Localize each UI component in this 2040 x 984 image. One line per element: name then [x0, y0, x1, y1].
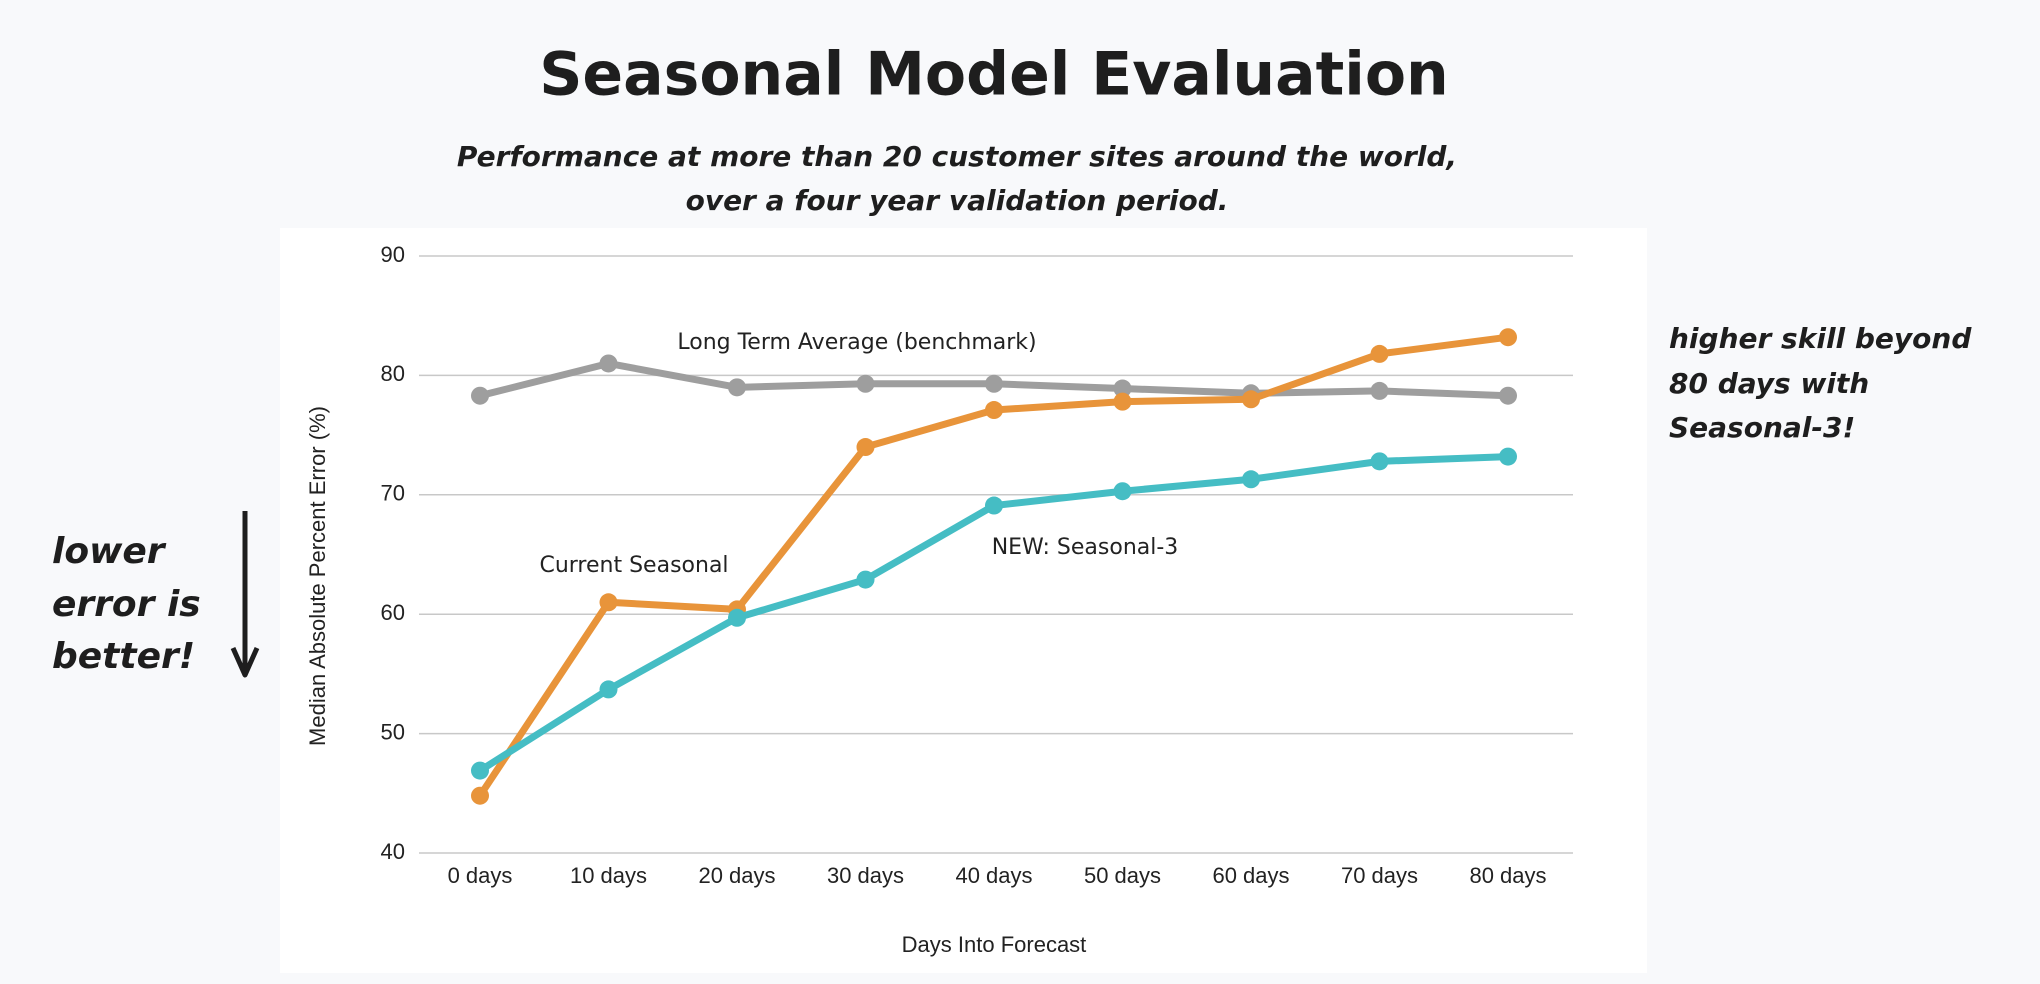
annotation: Seasonal-3!: [1669, 411, 1855, 444]
data-point: [1370, 452, 1389, 471]
y-tick-label: 80: [381, 361, 405, 386]
data-point: [599, 354, 618, 373]
x-tick-label: 80 days: [1469, 863, 1546, 888]
chart-title: Seasonal Model Evaluation: [539, 40, 1449, 110]
data-point: [1242, 470, 1260, 489]
data-point: [1370, 381, 1389, 400]
annotation: error is: [52, 584, 201, 625]
data-point: [1370, 344, 1389, 363]
x-tick-label: 20 days: [698, 863, 775, 888]
data-point: [1113, 392, 1132, 411]
y-tick-label: 70: [381, 481, 405, 506]
data-point: [471, 786, 489, 805]
x-tick-label: 60 days: [1212, 863, 1289, 888]
y-tick-label: 90: [381, 242, 405, 267]
x-tick-label: 40 days: [955, 863, 1032, 888]
annotation: better!: [52, 636, 195, 677]
y-axis-title: Median Absolute Percent Error (%): [305, 406, 330, 746]
data-point: [471, 761, 489, 780]
x-tick-label: 50 days: [1084, 863, 1161, 888]
data-point: [985, 401, 1003, 420]
arrow-head: [230, 646, 260, 678]
y-tick-label: 50: [381, 719, 405, 744]
data-point: [728, 608, 746, 627]
x-tick-label: 30 days: [827, 863, 904, 888]
data-point: [1113, 379, 1132, 398]
data-point: [985, 374, 1003, 393]
data-point: [1499, 447, 1517, 466]
annotation: 80 days with: [1669, 367, 1869, 400]
data-point: [856, 438, 875, 457]
data-point: [728, 378, 746, 397]
series-label: Current Seasonal: [539, 553, 728, 578]
chart-subtitle: over a four year validation period.: [686, 184, 1229, 217]
data-point: [1499, 328, 1517, 347]
data-point: [599, 680, 618, 699]
data-point: [1242, 390, 1260, 409]
data-point: [599, 593, 618, 612]
data-point: [471, 386, 489, 405]
x-axis-title: Days Into Forecast: [902, 932, 1087, 957]
annotation: higher skill beyond: [1669, 322, 1972, 355]
chart-subtitle: Performance at more than 20 customer sit…: [457, 140, 1457, 173]
annotation: lower: [52, 531, 167, 572]
series-label: NEW: Seasonal-3: [992, 535, 1179, 560]
x-tick-label: 0 days: [448, 863, 513, 888]
data-point: [1499, 386, 1517, 405]
data-point: [856, 570, 875, 589]
data-point: [856, 374, 875, 393]
series-label: Long Term Average (benchmark): [677, 330, 1036, 355]
y-tick-label: 60: [381, 600, 405, 625]
y-tick-label: 40: [381, 839, 405, 864]
x-tick-label: 10 days: [570, 863, 647, 888]
x-tick-label: 70 days: [1341, 863, 1418, 888]
data-point: [985, 496, 1003, 515]
data-point: [1113, 482, 1132, 501]
